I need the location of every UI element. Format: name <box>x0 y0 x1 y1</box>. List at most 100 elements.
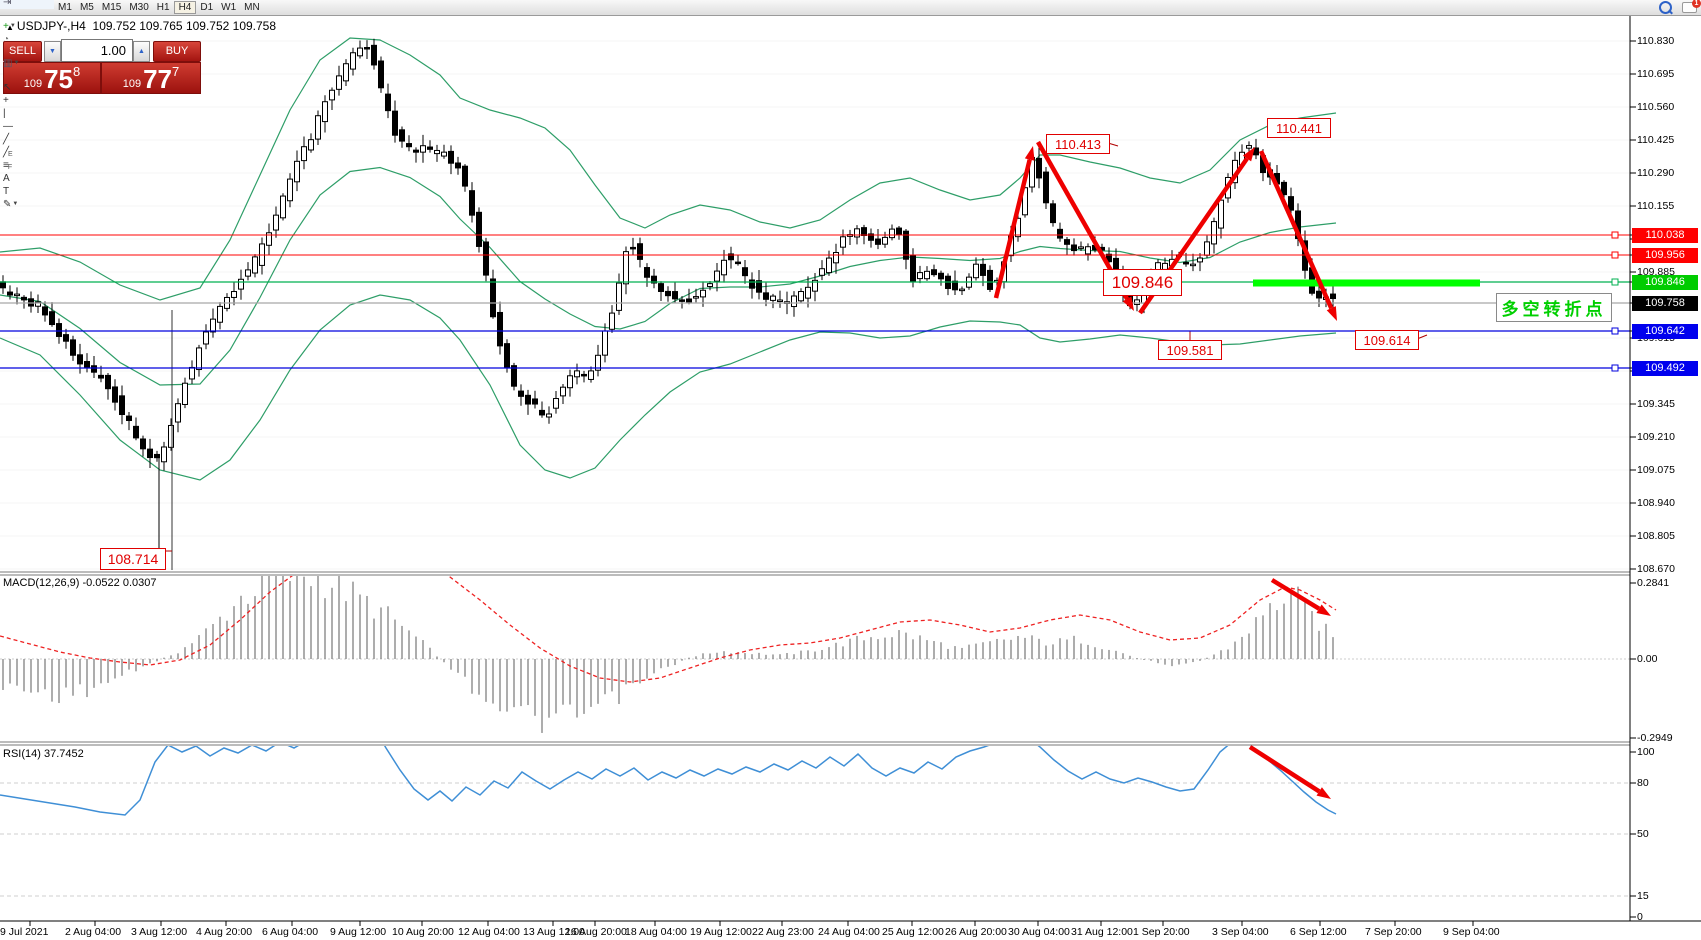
one-click-trading-panel: SELL ▼ 1.00 ▲ BUY 109 75 8 109 77 7 <box>3 38 201 94</box>
toolbar-vertical-line-tool-icon[interactable]: | <box>0 107 54 120</box>
toolbar-period-selector-icon[interactable]: ◔ <box>0 33 54 46</box>
price-axis-tick: 109.345 <box>1637 398 1675 410</box>
toolbar-chart-type-icon[interactable]: ▥ ▼ <box>0 57 54 70</box>
period-selector-icon: ◔ <box>3 33 10 45</box>
time-axis-label: 10 Aug 20:00 <box>392 926 454 938</box>
turning-point-callout[interactable]: 多空转折点 <box>1496 293 1612 322</box>
timeframe-h4-button[interactable]: H4 <box>173 1 197 14</box>
macd-axis-tick: -0.2949 <box>1637 732 1673 744</box>
add-indicator-button-caret: ▼ <box>9 23 16 29</box>
toolbar-add-indicator-button[interactable]: + ▼ <box>0 20 54 33</box>
buy-price-sup: 7 <box>172 64 180 79</box>
chat-badge: 1 <box>1692 0 1701 8</box>
sell-price-small: 109 <box>23 78 43 90</box>
time-axis-label: 4 Aug 20:00 <box>196 926 253 938</box>
toolbar-crosshair-tool-icon[interactable]: + <box>0 94 54 107</box>
time-axis-label: 9 Aug 12:00 <box>330 926 387 938</box>
price-level-label: 109.956 <box>1632 248 1698 263</box>
time-axis-label: 24 Aug 04:00 <box>818 926 880 938</box>
time-axis-label: 3 Aug 12:00 <box>131 926 188 938</box>
rsi-axis-tick: 15 <box>1637 890 1649 902</box>
macd-axis-tick: 0.2841 <box>1637 577 1670 589</box>
price-axis-tick: 110.560 <box>1637 101 1675 113</box>
chart-shift-icon: ⇥ <box>3 0 12 8</box>
toolbar-right: 1 <box>1659 0 1701 14</box>
time-axis-label: 1 Sep 20:00 <box>1133 926 1190 938</box>
timeframe-mn-button[interactable]: MN <box>244 2 260 13</box>
price-level-label: 109.492 <box>1632 361 1698 376</box>
time-axis-label: 22 Aug 23:00 <box>752 926 814 938</box>
toolbar: ▤+新订单▮☻◉●自动交易⊞⊟+⊕⊖▦↦⇥+▼◔▥▼↖+|—╱╱E≡FAT✎▼ … <box>0 0 1701 210</box>
swing-price-label[interactable]: 109.614 <box>1355 330 1419 350</box>
toolbar-shapes-tool-icon[interactable]: ✎ ▼ <box>0 198 54 211</box>
timeframe-m15-button[interactable]: M15 <box>101 2 122 13</box>
buy-price-button[interactable]: 109 77 7 <box>101 62 201 94</box>
sell-price-button[interactable]: 109 75 8 <box>3 62 101 94</box>
time-axis-label: 9 Sep 04:00 <box>1443 926 1500 938</box>
toolbar-channel-tool-icon[interactable]: ╱ E <box>0 146 54 159</box>
timeframe-m1-button[interactable]: M1 <box>58 2 72 13</box>
sell-price-big: 75 <box>44 64 74 94</box>
volume-down-button[interactable]: ▼ <box>44 41 61 62</box>
time-axis-label: 9 Jul 2021 <box>0 926 49 938</box>
crosshair-tool-icon: + <box>3 94 9 106</box>
time-axis-label: 30 Aug 04:00 <box>1008 926 1070 938</box>
timeframe-m30-button[interactable]: M30 <box>129 2 149 13</box>
timeframe-m5-button[interactable]: M5 <box>79 2 94 13</box>
add-indicator-button: + <box>3 20 9 32</box>
macd-label: MACD(12,26,9) -0.0522 0.0307 <box>3 577 157 589</box>
volume-up-button[interactable]: ▲ <box>133 41 150 62</box>
swing-price-label[interactable]: 109.581 <box>1158 340 1222 360</box>
rsi-axis-tick: 50 <box>1637 828 1649 840</box>
time-axis-label: 12 Aug 04:00 <box>458 926 520 938</box>
swing-price-label[interactable]: 110.441 <box>1267 118 1331 138</box>
toolbar-fibonacci-tool-icon[interactable]: ≡ F <box>0 159 54 172</box>
price-level-label: 109.642 <box>1632 324 1698 339</box>
timeframe-d1-button[interactable]: D1 <box>200 2 214 13</box>
fibonacci-tool-icon: ≡ <box>3 159 9 171</box>
timeframe-w1-button[interactable]: W1 <box>221 2 237 13</box>
price-axis-tick: 109.075 <box>1637 464 1675 476</box>
sell-button[interactable]: SELL <box>3 41 42 62</box>
price-level-label: 109.846 <box>1632 275 1698 290</box>
symbol-period: USDJPY-,H4 <box>16 19 86 33</box>
ohlc-values: 109.752 109.765 109.752 109.758 <box>92 19 277 33</box>
price-axis-tick: 108.940 <box>1637 497 1675 509</box>
toolbar-chart-shift-icon[interactable]: ⇥ <box>0 0 55 9</box>
toolbar-cursor-tool-icon[interactable]: ↖ <box>0 81 54 94</box>
time-axis-label: 16 Aug 20:00 <box>565 926 627 938</box>
price-axis-tick: 110.290 <box>1637 167 1675 179</box>
time-axis-label: 6 Aug 04:00 <box>262 926 319 938</box>
toolbar-trendline-tool-icon[interactable]: ╱ <box>0 133 54 146</box>
text-tool-icon: A <box>3 172 10 184</box>
vertical-line-tool-icon: | <box>3 107 6 119</box>
cursor-tool-icon: ↖ <box>3 81 12 93</box>
chat-icon[interactable]: 1 <box>1682 0 1701 13</box>
rsi-axis-tick: 100 <box>1637 746 1655 758</box>
buy-price-small: 109 <box>122 78 142 90</box>
time-axis-label: 2 Aug 04:00 <box>65 926 122 938</box>
swing-price-label[interactable]: 108.714 <box>100 548 166 570</box>
price-level-label: 110.038 <box>1632 228 1698 243</box>
time-axis-label: 31 Aug 12:00 <box>1071 926 1133 938</box>
buy-price-big: 77 <box>143 64 173 94</box>
price-axis-tick: 110.695 <box>1637 68 1675 80</box>
chart-title: ▲ USDJPY-,H4 109.752 109.765 109.752 109.… <box>6 19 276 33</box>
time-axis-label: 6 Sep 12:00 <box>1290 926 1347 938</box>
buy-button[interactable]: BUY <box>153 41 201 62</box>
horizontal-line-tool-icon: — <box>3 120 13 132</box>
search-icon[interactable] <box>1659 1 1672 14</box>
swing-price-label[interactable]: 110.413 <box>1046 134 1110 154</box>
toolbar-label-tool-icon[interactable]: T <box>0 185 54 198</box>
time-axis-label: 18 Aug 04:00 <box>625 926 687 938</box>
volume-input[interactable]: 1.00 <box>61 39 133 62</box>
collapse-panel-icon[interactable]: ▲ <box>6 23 14 32</box>
swing-price-label[interactable]: 109.846 <box>1103 269 1182 296</box>
shapes-tool-icon-caret: ▼ <box>12 201 19 207</box>
time-axis-label: 25 Aug 12:00 <box>882 926 944 938</box>
toolbar-horizontal-line-tool-icon[interactable]: — <box>0 120 54 133</box>
toolbar-text-tool-icon[interactable]: A <box>0 172 54 185</box>
timeframe-h1-button[interactable]: H1 <box>156 2 170 13</box>
